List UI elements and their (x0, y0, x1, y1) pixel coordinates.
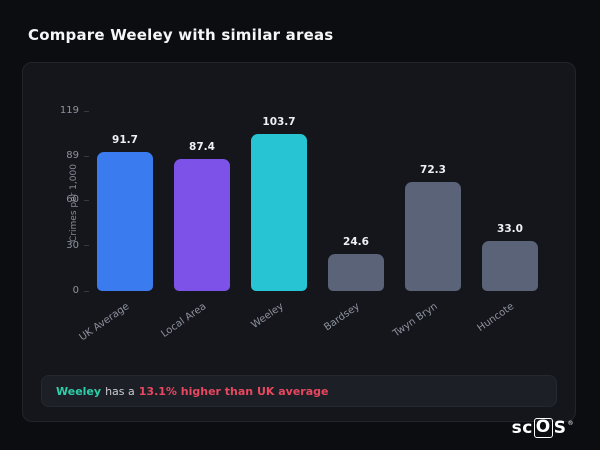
y-axis-tick: 119 (60, 106, 89, 116)
logo-s: S (553, 418, 567, 438)
bar-group-weeley[interactable]: 103.7 Weeley (249, 111, 307, 331)
bar-group-uk-average[interactable]: 91.7 UK Average (77, 111, 153, 343)
y-axis-tick: 89 (66, 151, 89, 161)
x-axis-label: UK Average (77, 301, 132, 344)
x-axis-label: Bardsey (322, 301, 363, 334)
bar-uk-average[interactable] (97, 152, 153, 291)
bar-value-label: 33.0 (497, 223, 523, 236)
page-title: Compare Weeley with similar areas (28, 26, 334, 44)
bar-value-label: 103.7 (262, 116, 296, 129)
bar-value-label: 24.6 (343, 235, 369, 248)
bar-group-local-area[interactable]: 87.4 Local Area (159, 111, 230, 340)
bar-group-huncote[interactable]: 33.0 Huncote (476, 111, 538, 334)
y-axis: 0 30 60 89 119 (51, 106, 89, 296)
bar-huncote[interactable] (482, 241, 538, 291)
logo-sc: sc (511, 418, 533, 438)
bar-chart: 91.7 UK Average 87.4 Local Area 103.7 Weeley 2… (77, 111, 553, 343)
summary-banner: Weeley has a 13.1% higher than UK averag… (41, 375, 557, 407)
scos-logo: sc O S ® (512, 418, 574, 438)
bar-group-twyn-bryn[interactable]: 72.3 Twyn Bryn (391, 111, 461, 339)
x-axis-label: Weeley (249, 301, 286, 331)
bar-value-label: 72.3 (420, 163, 446, 176)
registered-mark: ® (567, 420, 574, 427)
summary-area-name: Weeley (56, 384, 102, 398)
logo-o: O (533, 417, 553, 438)
x-axis-label: Huncote (475, 301, 517, 335)
bar-local-area[interactable] (174, 158, 230, 291)
x-axis-label: Twyn Bryn (390, 301, 440, 340)
y-axis-tick: 30 (66, 240, 89, 251)
bar-bardsey[interactable] (328, 253, 384, 291)
x-axis-label: Local Area (159, 301, 209, 340)
summary-stat-text: 13.1% higher than UK average (138, 384, 329, 398)
bar-weeley[interactable] (251, 134, 307, 291)
y-axis-tick: 60 (66, 195, 89, 205)
summary-connector-text: has a (105, 384, 135, 398)
bar-value-label: 91.7 (112, 134, 138, 147)
bar-twyn-bryn[interactable] (405, 181, 461, 291)
bar-group-bardsey[interactable]: 24.6 Bardsey (323, 111, 384, 333)
y-axis-tick: 0 (73, 286, 89, 296)
chart-card: Crimes per 1,000 0 30 60 89 119 91.7 UK Avera… (22, 62, 576, 422)
bar-value-label: 87.4 (189, 140, 215, 153)
